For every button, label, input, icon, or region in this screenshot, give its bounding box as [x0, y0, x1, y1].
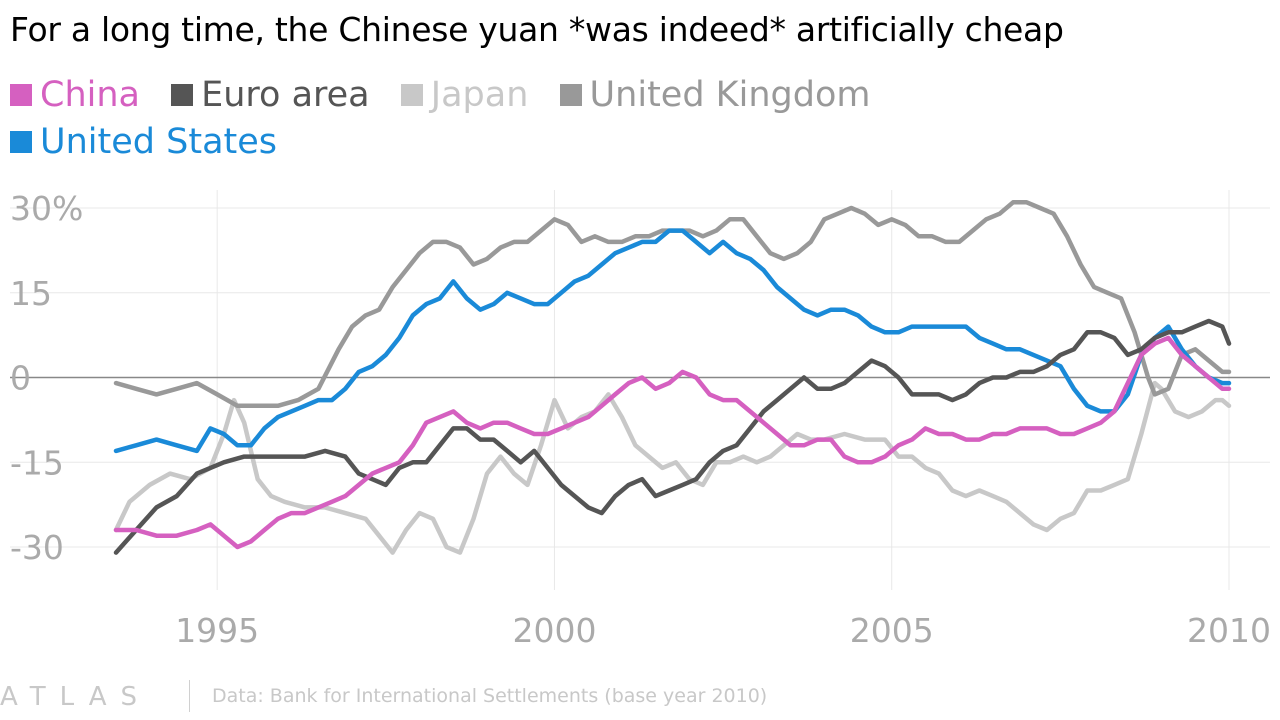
footer: ATLAS Data: Bank for International Settl…	[0, 676, 1280, 716]
chart-title: For a long time, the Chinese yuan *was i…	[10, 10, 1064, 49]
legend-label-united-kingdom: United Kingdom	[589, 75, 871, 115]
y-tick-label: -15	[10, 443, 64, 482]
legend-swatch-china	[10, 84, 32, 106]
atlas-logo: ATLAS	[0, 682, 152, 712]
legend-label-united-states: United States	[40, 122, 278, 162]
series-line-euro-area	[113, 318, 1232, 555]
legend-label-china: China	[40, 75, 140, 115]
y-tick-label: 0	[10, 359, 31, 398]
legend-label-japan: Japan	[430, 75, 529, 115]
legend-item-euro-area[interactable]: Euro area	[171, 72, 370, 119]
legend-swatch-united-kingdom	[559, 84, 582, 106]
legend-swatch-euro-area	[171, 84, 194, 106]
series-lines	[113, 200, 1232, 555]
series-line-united-states	[113, 228, 1232, 454]
legend-item-japan[interactable]: Japan	[400, 72, 529, 119]
x-tick-label: 2000	[512, 611, 596, 650]
x-tick-label: 1995	[175, 611, 259, 650]
footer-divider	[189, 680, 190, 712]
series-line-china	[113, 335, 1232, 550]
legend-item-china[interactable]: China	[10, 72, 140, 119]
y-tick-label: 15	[10, 274, 52, 313]
series-line-united-kingdom	[113, 200, 1232, 409]
legend-swatch-japan	[400, 84, 423, 106]
y-tick-label: -30	[10, 528, 64, 567]
series-line-japan	[113, 380, 1232, 555]
legend-item-united-kingdom[interactable]: United Kingdom	[559, 72, 871, 119]
axis-labels: -30 -15 0 15 30% 1995 2000 2005 2010	[10, 189, 1271, 650]
x-tick-label: 2005	[850, 611, 934, 650]
legend: China Euro area Japan United Kingdom Uni…	[10, 72, 1010, 166]
x-tick-label: 2010	[1187, 611, 1271, 650]
y-tick-label: 30%	[10, 189, 83, 228]
legend-label-euro-area: Euro area	[201, 75, 370, 115]
source-note: Data: Bank for International Settlements…	[212, 685, 768, 707]
legend-item-united-states[interactable]: United States	[10, 119, 277, 166]
legend-swatch-united-states	[10, 131, 32, 153]
line-chart: -30 -15 0 15 30% 1995 2000 2005 2010	[10, 189, 1271, 650]
